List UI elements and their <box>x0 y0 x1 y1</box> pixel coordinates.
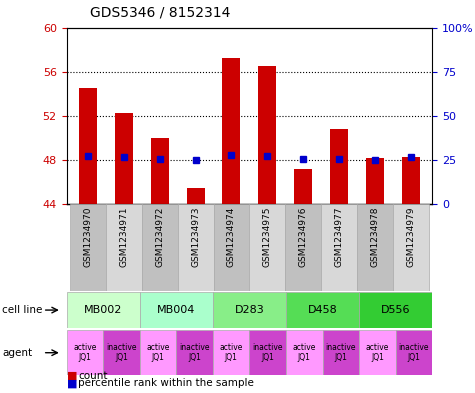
Bar <box>222 59 240 204</box>
Bar <box>249 330 286 375</box>
Text: D458: D458 <box>308 305 337 315</box>
Bar <box>294 169 312 204</box>
Text: inactive
JQ1: inactive JQ1 <box>252 343 283 362</box>
Text: GSM1234979: GSM1234979 <box>406 207 415 268</box>
Bar <box>402 157 420 204</box>
Text: active
JQ1: active JQ1 <box>293 343 316 362</box>
Bar <box>115 113 133 204</box>
Text: active
JQ1: active JQ1 <box>219 343 243 362</box>
Bar <box>142 204 178 291</box>
Bar <box>140 330 176 375</box>
Text: inactive
JQ1: inactive JQ1 <box>106 343 137 362</box>
Text: count: count <box>78 371 108 381</box>
Text: ■: ■ <box>66 371 77 381</box>
Text: MB004: MB004 <box>157 305 195 315</box>
Text: ■: ■ <box>66 378 77 388</box>
Bar <box>366 158 384 204</box>
Text: D556: D556 <box>381 305 410 315</box>
Bar <box>176 330 213 375</box>
Bar <box>79 88 97 204</box>
Text: agent: agent <box>2 348 32 358</box>
Bar <box>286 330 323 375</box>
Bar <box>66 292 140 328</box>
Bar <box>249 204 285 291</box>
Text: inactive
JQ1: inactive JQ1 <box>325 343 356 362</box>
Bar <box>286 292 359 328</box>
Bar <box>258 66 276 204</box>
Bar <box>323 330 359 375</box>
Text: active
JQ1: active JQ1 <box>146 343 170 362</box>
Bar <box>151 138 169 204</box>
Text: GSM1234970: GSM1234970 <box>84 207 93 268</box>
Bar <box>66 330 103 375</box>
Bar <box>321 204 357 291</box>
Bar <box>359 292 432 328</box>
Bar <box>178 204 214 291</box>
Bar <box>213 330 249 375</box>
Text: GDS5346 / 8152314: GDS5346 / 8152314 <box>90 6 231 20</box>
Bar <box>140 292 213 328</box>
Text: inactive
JQ1: inactive JQ1 <box>179 343 210 362</box>
Text: GSM1234972: GSM1234972 <box>155 207 164 267</box>
Bar <box>285 204 321 291</box>
Text: inactive
JQ1: inactive JQ1 <box>399 343 429 362</box>
Bar <box>213 292 286 328</box>
Bar <box>103 330 140 375</box>
Bar <box>330 129 348 204</box>
Text: GSM1234973: GSM1234973 <box>191 207 200 268</box>
Bar <box>359 330 396 375</box>
Text: percentile rank within the sample: percentile rank within the sample <box>78 378 254 388</box>
Text: MB002: MB002 <box>84 305 122 315</box>
Bar <box>357 204 393 291</box>
Text: GSM1234976: GSM1234976 <box>299 207 308 268</box>
Text: GSM1234978: GSM1234978 <box>370 207 380 268</box>
Text: active
JQ1: active JQ1 <box>366 343 389 362</box>
Text: active
JQ1: active JQ1 <box>73 343 96 362</box>
Bar <box>396 330 432 375</box>
Text: GSM1234974: GSM1234974 <box>227 207 236 267</box>
Bar <box>214 204 249 291</box>
Text: GSM1234971: GSM1234971 <box>119 207 128 268</box>
Bar <box>106 204 142 291</box>
Bar <box>187 188 205 204</box>
Text: D283: D283 <box>235 305 264 315</box>
Bar <box>393 204 428 291</box>
Bar <box>70 204 106 291</box>
Text: GSM1234977: GSM1234977 <box>334 207 343 268</box>
Text: GSM1234975: GSM1234975 <box>263 207 272 268</box>
Text: cell line: cell line <box>2 305 43 315</box>
